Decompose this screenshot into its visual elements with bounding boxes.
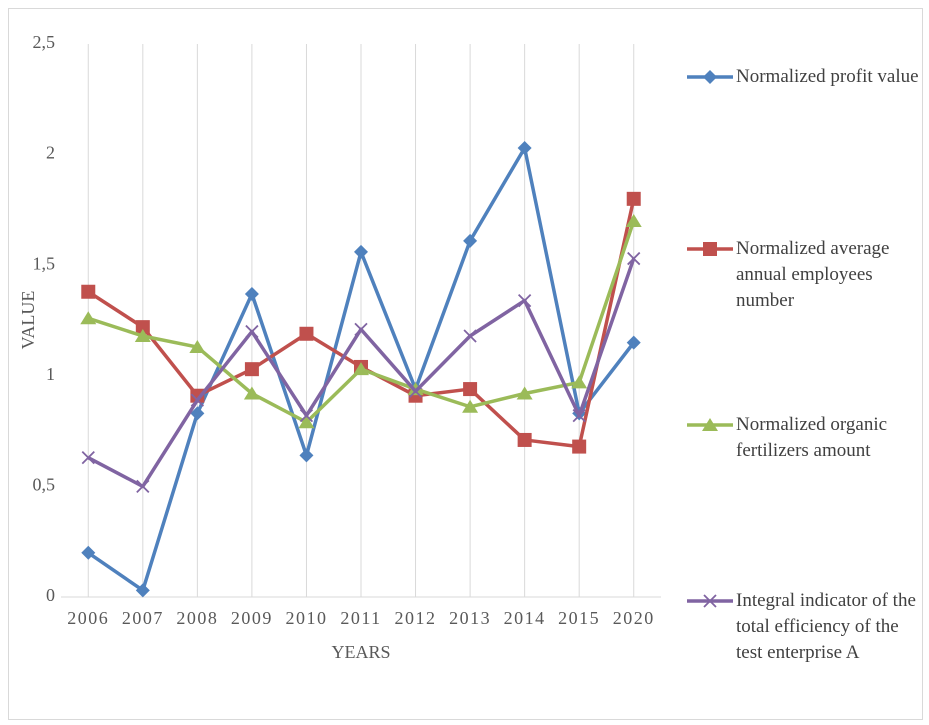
- point: [299, 448, 314, 463]
- point: [354, 244, 368, 259]
- point: [81, 545, 96, 560]
- x-tick-label: 2014: [504, 608, 546, 628]
- legend-symbol: [687, 242, 733, 256]
- point: [134, 328, 151, 342]
- point: [463, 329, 477, 343]
- point: [244, 362, 259, 377]
- point: [517, 140, 532, 155]
- point: [517, 432, 532, 447]
- x-tick-label: 2006: [67, 608, 109, 628]
- point: [462, 399, 479, 413]
- x-axis-title: YEARS: [331, 642, 390, 662]
- point: [702, 418, 718, 431]
- x-tick-label: 2009: [231, 608, 273, 628]
- point: [703, 70, 717, 84]
- point: [516, 386, 533, 400]
- y-tick-label: 1,5: [33, 253, 56, 273]
- point: [135, 320, 150, 335]
- point: [703, 594, 717, 608]
- point: [81, 451, 95, 465]
- legend-label: Normalized average annual employees numb…: [736, 238, 890, 311]
- point: [626, 191, 641, 206]
- point: [244, 286, 259, 301]
- point: [572, 439, 587, 454]
- point: [136, 479, 150, 494]
- legend-item: Normalized average annual employees numb…: [686, 236, 926, 314]
- x-tick-label: 2015: [558, 608, 600, 628]
- x-tick-label: 2020: [613, 608, 655, 628]
- y-axis-title: VALUE: [18, 291, 38, 350]
- point: [408, 384, 423, 398]
- point: [463, 233, 478, 248]
- point: [243, 386, 260, 400]
- x-tick-label: 2010: [285, 608, 327, 628]
- point: [190, 406, 205, 421]
- legend-symbol: [687, 70, 733, 84]
- legend-symbol: [687, 594, 733, 608]
- point: [298, 415, 315, 429]
- legend-symbol: [687, 418, 733, 431]
- point: [517, 293, 532, 308]
- point: [135, 583, 150, 598]
- y-tick-label: 2,5: [33, 32, 56, 52]
- point: [189, 340, 206, 354]
- point: [354, 322, 368, 336]
- x-tick-label: 2013: [449, 608, 491, 628]
- legend-item: Integral indicator of the total efficien…: [686, 588, 926, 666]
- chart-border: [8, 8, 923, 720]
- y-tick-label: 0,5: [33, 475, 56, 495]
- point: [407, 382, 424, 396]
- y-tick-label: 1: [46, 364, 55, 384]
- point: [81, 284, 96, 299]
- point: [299, 326, 314, 341]
- point: [703, 242, 717, 256]
- y-tick-label: 0: [46, 585, 55, 605]
- point: [245, 324, 259, 339]
- x-tick-label: 2012: [395, 608, 437, 628]
- point: [190, 388, 205, 403]
- legend-label: Normalized profit value: [736, 66, 919, 87]
- point: [190, 393, 205, 407]
- point: [463, 382, 478, 397]
- point: [571, 375, 588, 389]
- legend-item: Normalized organic fertilizers amount: [686, 412, 926, 464]
- x-tick-label: 2007: [122, 608, 164, 628]
- point: [572, 408, 586, 423]
- x-tick-label: 2011: [340, 608, 381, 628]
- point: [627, 251, 641, 266]
- legend-label: Integral indicator of the total efficien…: [736, 590, 916, 663]
- x-tick-label: 2008: [176, 608, 218, 628]
- point: [625, 213, 642, 227]
- legend-item: Normalized profit value: [686, 64, 926, 90]
- legend-label: Normalized organic fertilizers amount: [736, 414, 888, 461]
- point: [626, 335, 641, 350]
- point: [80, 311, 97, 325]
- point: [299, 408, 314, 423]
- y-tick-label: 2: [46, 143, 55, 163]
- point: [353, 362, 369, 376]
